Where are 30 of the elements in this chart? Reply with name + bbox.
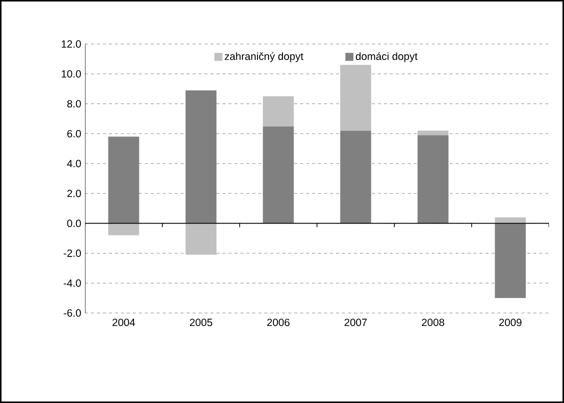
x-tick-label: 2008 <box>422 318 444 326</box>
x-tick-label: 2007 <box>344 318 367 326</box>
bar <box>340 130 372 224</box>
bar <box>418 135 448 224</box>
bar <box>108 223 140 236</box>
y-tick-label: 8.0 <box>67 100 81 108</box>
legend-label: zahraničný dopyt <box>224 52 304 62</box>
bar <box>340 64 372 131</box>
y-tick-label: -6.0 <box>64 309 81 317</box>
x-tick-label: 2006 <box>267 318 290 326</box>
y-tick-label: 6.0 <box>67 130 81 138</box>
bar <box>186 223 216 255</box>
y-tick-label: 4.0 <box>67 160 81 168</box>
bar <box>494 217 526 224</box>
bar <box>186 90 216 224</box>
bar <box>262 126 294 224</box>
y-tick-label: -4.0 <box>64 279 81 287</box>
y-tick-label: 10.0 <box>62 70 81 78</box>
y-tick-label: 0.0 <box>67 220 81 228</box>
x-tick-label: 2009 <box>499 318 522 326</box>
legend-label: domáci dopyt <box>356 52 418 62</box>
bar <box>418 130 448 136</box>
bar <box>494 223 526 298</box>
y-tick-label: 12.0 <box>62 40 81 48</box>
y-tick-label: 2.0 <box>67 190 81 198</box>
x-tick-label: 2004 <box>112 318 135 326</box>
bar <box>108 136 140 224</box>
bar <box>262 96 294 126</box>
y-tick-label: -2.0 <box>64 250 81 257</box>
x-tick-label: 2005 <box>190 318 212 326</box>
